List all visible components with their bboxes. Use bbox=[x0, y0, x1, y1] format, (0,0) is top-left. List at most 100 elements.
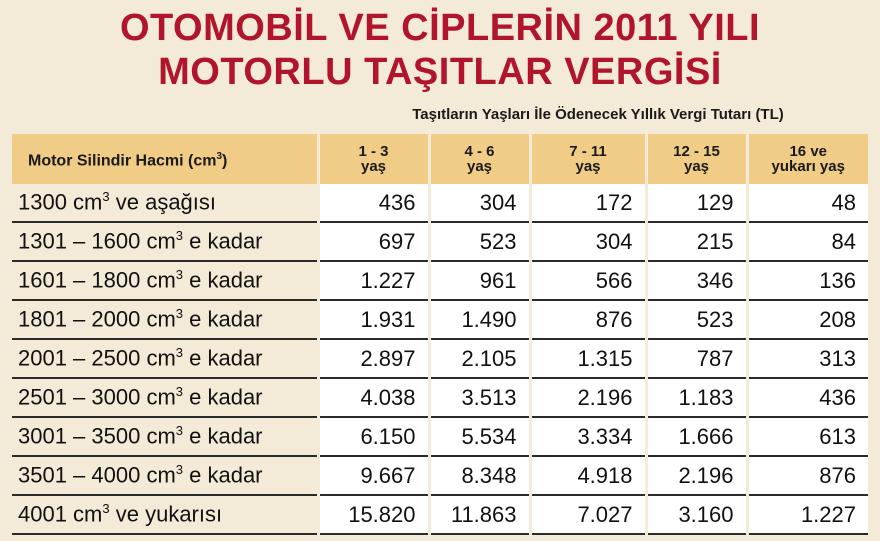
table-subtitle: Taşıtların Yaşları İle Ödenecek Yıllık V… bbox=[412, 106, 784, 123]
engine-volume-range: 3501 – 4000 cm bbox=[18, 462, 176, 488]
engine-volume-header-sup: 3 bbox=[216, 151, 223, 163]
engine-volume-range: 4001 cm bbox=[18, 501, 103, 527]
tax-value-cell: 7.027 bbox=[528, 495, 646, 535]
engine-volume-suffix: e kadar bbox=[183, 462, 263, 488]
tax-value-cell: 2.196 bbox=[644, 456, 747, 496]
age-header-line-1: 7 - 11 bbox=[569, 143, 607, 160]
tax-value-cell: 1.227 bbox=[745, 495, 868, 535]
tax-value-cell: 172 bbox=[528, 184, 646, 223]
tax-value-cell: 304 bbox=[528, 222, 646, 262]
tax-value-cell: 613 bbox=[745, 417, 868, 457]
age-column-header: 4 - 6 yaş bbox=[429, 134, 532, 184]
cubic-superscript: 3 bbox=[175, 345, 184, 361]
tax-value-cell: 5.534 bbox=[427, 417, 530, 457]
tax-value-cell: 961 bbox=[427, 261, 530, 301]
tax-value-cell: 787 bbox=[644, 339, 747, 379]
cubic-superscript: 3 bbox=[175, 228, 184, 244]
tax-value-cell: 697 bbox=[316, 222, 429, 262]
tax-table: Motor Silindir Hacmi (cm3) 1 - 3 yaş 4 - … bbox=[12, 134, 868, 535]
cubic-superscript: 3 bbox=[175, 384, 184, 400]
table-row: 1301 – 1600 cm3 e kadar 697 523 304 215 84 bbox=[12, 222, 868, 262]
engine-volume-header-text: Motor Silindir Hacmi (cm bbox=[28, 152, 217, 170]
engine-volume-range: 1801 – 2000 cm bbox=[18, 306, 176, 332]
engine-volume-label: 2501 – 3000 cm3 e kadar bbox=[12, 378, 318, 418]
age-column-header: 12 - 15 yaş bbox=[646, 134, 749, 184]
table-row: 2501 – 3000 cm3 e kadar 4.038 3.513 2.196 1.… bbox=[12, 378, 868, 418]
table-row: 3501 – 4000 cm3 e kadar 9.667 8.348 4.918 2.… bbox=[12, 456, 868, 496]
table-row: 1601 – 1800 cm3 e kadar 1.227 961 566 346 136 bbox=[12, 261, 868, 301]
tax-value-cell: 48 bbox=[745, 184, 868, 223]
age-header-line-2: yaş bbox=[683, 158, 710, 175]
table-header-row: Motor Silindir Hacmi (cm3) 1 - 3 yaş 4 - … bbox=[12, 134, 868, 184]
engine-volume-suffix: e kadar bbox=[183, 345, 263, 371]
engine-volume-header: Motor Silindir Hacmi (cm3) bbox=[12, 134, 320, 184]
age-header-line-1: 12 - 15 bbox=[673, 143, 720, 160]
age-column-header: 16 ve yukarı yaş bbox=[747, 134, 868, 184]
age-header-line-1: 1 - 3 bbox=[358, 143, 389, 160]
age-header-line-2: yukarı yaş bbox=[771, 158, 845, 175]
engine-volume-label: 1301 – 1600 cm3 e kadar bbox=[12, 222, 318, 262]
tax-value-cell: 1.931 bbox=[316, 300, 429, 340]
engine-volume-label: 1601 – 1800 cm3 e kadar bbox=[12, 261, 318, 301]
tax-value-cell: 1.666 bbox=[644, 417, 747, 457]
tax-value-cell: 523 bbox=[427, 222, 530, 262]
tax-value-cell: 11.863 bbox=[427, 495, 530, 535]
title-line-1: OTOMOBİL VE CİPLERİN 2011 YILI bbox=[119, 7, 761, 49]
table-row: 1300 cm3 ve aşağısı 436 304 172 129 48 bbox=[12, 184, 868, 223]
tax-value-cell: 876 bbox=[745, 456, 868, 496]
tax-value-cell: 304 bbox=[427, 184, 530, 223]
tax-value-cell: 3.160 bbox=[644, 495, 747, 535]
tax-value-cell: 313 bbox=[745, 339, 868, 379]
engine-volume-range: 1601 – 1800 cm bbox=[18, 267, 176, 293]
cubic-superscript: 3 bbox=[102, 189, 110, 205]
tax-value-cell: 1.227 bbox=[316, 261, 429, 301]
tax-value-cell: 136 bbox=[745, 261, 868, 301]
tax-value-cell: 8.348 bbox=[427, 456, 530, 496]
tax-value-cell: 523 bbox=[644, 300, 747, 340]
tax-value-cell: 1.315 bbox=[528, 339, 646, 379]
engine-volume-range: 1301 – 1600 cm bbox=[18, 228, 176, 254]
cubic-superscript: 3 bbox=[175, 423, 184, 439]
cubic-superscript: 3 bbox=[102, 501, 110, 517]
cubic-superscript: 3 bbox=[175, 306, 184, 322]
tax-value-cell: 1.490 bbox=[427, 300, 530, 340]
engine-volume-label: 3001 – 3500 cm3 e kadar bbox=[12, 417, 318, 457]
engine-volume-suffix: e kadar bbox=[183, 228, 263, 254]
tax-value-cell: 4.918 bbox=[528, 456, 646, 496]
table-row: 3001 – 3500 cm3 e kadar 6.150 5.534 3.334 1.… bbox=[12, 417, 868, 457]
engine-volume-label: 3501 – 4000 cm3 e kadar bbox=[12, 456, 318, 496]
age-header-line-2: yaş bbox=[575, 158, 601, 175]
engine-volume-label: 1300 cm3 ve aşağısı bbox=[12, 184, 318, 223]
tax-value-cell: 436 bbox=[745, 378, 868, 418]
engine-volume-range: 1300 cm bbox=[18, 189, 103, 215]
tax-value-cell: 346 bbox=[644, 261, 747, 301]
age-column-header: 1 - 3 yaş bbox=[318, 134, 431, 184]
engine-volume-suffix: ve yukarısı bbox=[109, 501, 223, 527]
engine-volume-range: 2001 – 2500 cm bbox=[18, 345, 176, 371]
title-line-2: MOTORLU TAŞITLAR VERGİSİ bbox=[158, 51, 722, 93]
tax-value-cell: 3.334 bbox=[528, 417, 646, 457]
engine-volume-label: 2001 – 2500 cm3 e kadar bbox=[12, 339, 318, 379]
tax-value-cell: 215 bbox=[644, 222, 747, 262]
tax-value-cell: 15.820 bbox=[316, 495, 429, 535]
tax-value-cell: 2.105 bbox=[427, 339, 530, 379]
age-column-header: 7 - 11 yaş bbox=[530, 134, 648, 184]
page-title: OTOMOBİL VE CİPLERİN 2011 YILI MOTORLU T… bbox=[0, 6, 880, 94]
engine-volume-suffix: e kadar bbox=[183, 423, 263, 449]
tax-value-cell: 436 bbox=[316, 184, 429, 223]
tax-value-cell: 9.667 bbox=[316, 456, 429, 496]
tax-value-cell: 6.150 bbox=[316, 417, 429, 457]
engine-volume-label: 4001 cm3 ve yukarısı bbox=[12, 495, 318, 535]
age-header-line-1: 4 - 6 bbox=[464, 143, 495, 160]
tax-value-cell: 876 bbox=[528, 300, 646, 340]
age-header-line-2: yaş bbox=[360, 158, 387, 175]
tax-value-cell: 208 bbox=[745, 300, 868, 340]
tax-value-cell: 4.038 bbox=[316, 378, 429, 418]
age-header-line-1: 16 ve bbox=[789, 143, 828, 160]
engine-volume-suffix: e kadar bbox=[183, 384, 263, 410]
tax-value-cell: 2.196 bbox=[528, 378, 646, 418]
engine-volume-suffix: e kadar bbox=[183, 267, 263, 293]
engine-volume-suffix: e kadar bbox=[183, 306, 263, 332]
engine-volume-range: 2501 – 3000 cm bbox=[18, 384, 176, 410]
